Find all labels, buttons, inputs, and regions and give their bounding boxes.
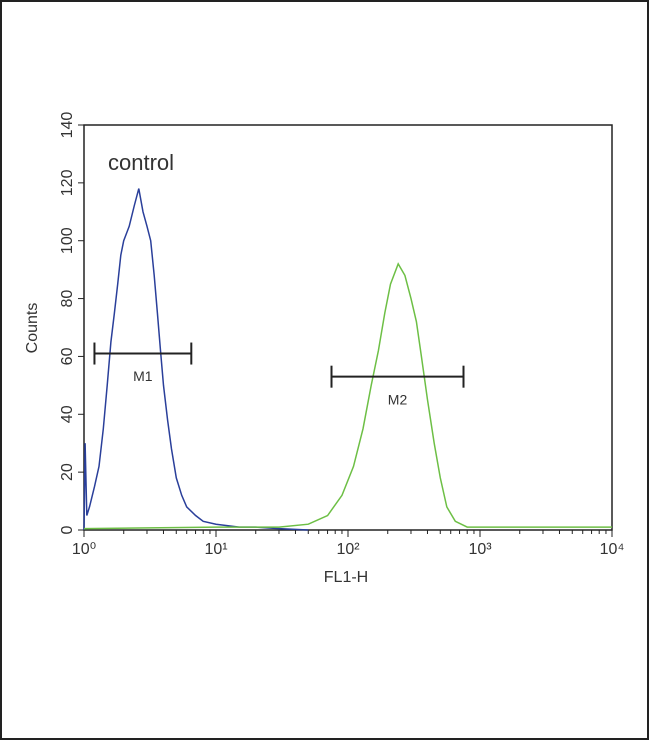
x-tick-label: 10⁴: [600, 541, 625, 558]
plot-area: [83, 124, 613, 531]
y-tick-label: 80: [59, 290, 76, 308]
y-tick-label: 40: [59, 405, 76, 423]
x-axis-label: FL1-H: [324, 569, 368, 586]
y-tick-label: 140: [59, 112, 76, 139]
y-tick-label: 20: [59, 463, 76, 481]
y-axis-label: Counts: [24, 303, 41, 354]
gate-label: M2: [388, 391, 408, 407]
y-tick-label: 100: [59, 227, 76, 254]
gate-label: M1: [133, 368, 153, 384]
x-tick-label: 10⁰: [72, 541, 96, 558]
x-tick-label: 10²: [336, 541, 360, 558]
x-tick-label: 10³: [468, 541, 492, 558]
x-tick-label: 10¹: [204, 541, 227, 558]
histogram-line: [83, 188, 309, 531]
y-tick-label: 120: [59, 169, 76, 196]
annotation: control: [108, 150, 174, 175]
histogram-line: [83, 262, 612, 530]
y-tick-label: 0: [59, 525, 76, 534]
y-tick-label: 60: [59, 347, 76, 365]
